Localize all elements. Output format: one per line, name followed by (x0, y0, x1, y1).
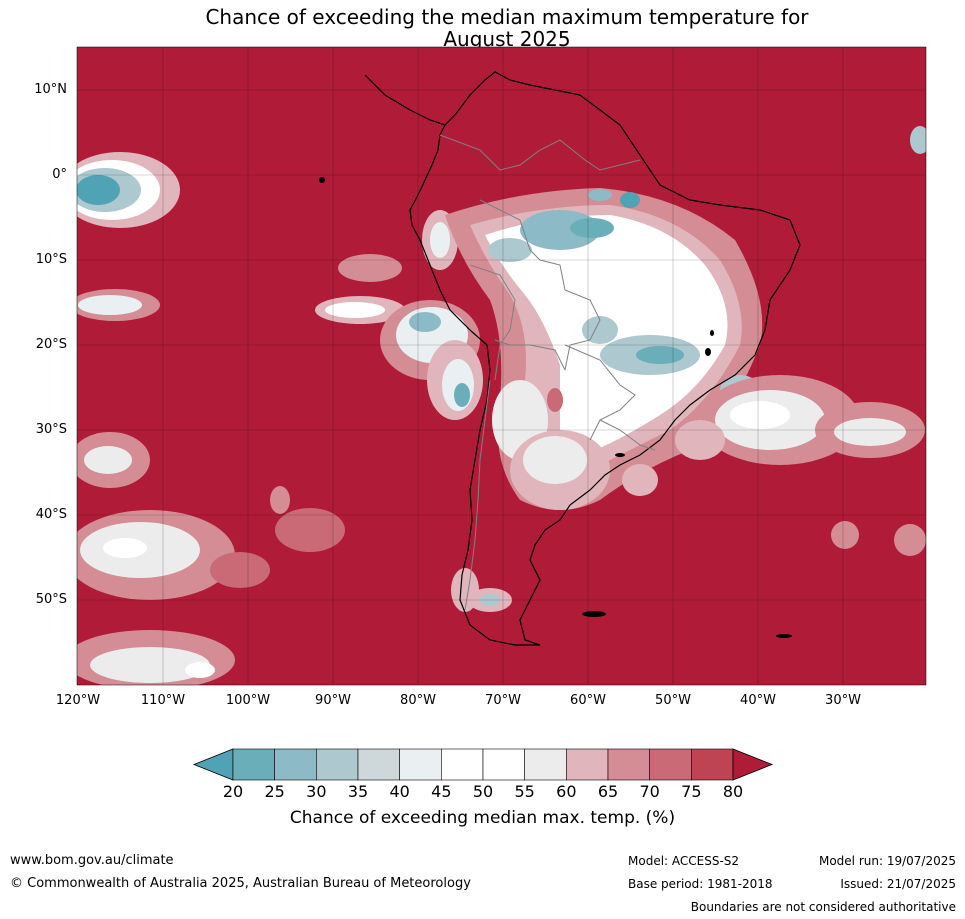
footer-model: Model: ACCESS-S2 (628, 854, 740, 868)
footer-base-period: Base period: 1981-2018 (628, 877, 773, 891)
lon-label: 80°W (400, 693, 436, 708)
islands (319, 177, 792, 638)
colorbar-label: Chance of exceeding median max. temp. (%… (289, 808, 676, 828)
colorbar-swatch (357, 748, 400, 781)
probability-map (76, 46, 927, 686)
footer-model-run: Model run: 19/07/2025 (818, 854, 956, 868)
colorbar-swatch (607, 748, 650, 781)
lat-label: 0° (52, 167, 67, 182)
footer-disclaimer: Boundaries are not considered authoritat… (690, 900, 956, 914)
lon-label: 50°W (655, 693, 691, 708)
lon-label: 120°W (55, 693, 101, 708)
map-frame (76, 46, 927, 686)
patagonia-patch (451, 568, 512, 612)
lat-label: 10°N (34, 82, 67, 97)
colorbar-tick-label: 60 (556, 782, 577, 801)
colorbar-tick-label: 35 (347, 782, 369, 801)
colorbar-tick-label: 75 (681, 782, 702, 801)
colorbar-tick-label: 45 (431, 782, 452, 801)
lat-label: 10°S (35, 252, 67, 267)
colorbar-swatch (566, 748, 609, 781)
map-title-line2: August 2025 (443, 27, 571, 51)
footer-copyright: © Commonwealth of Australia 2025, Austra… (10, 876, 471, 891)
colorbar-tick-label: 30 (306, 782, 327, 801)
colorbar-swatch (274, 748, 317, 781)
footer-issued: Issued: 21/07/2025 (840, 877, 956, 891)
country-borders (439, 134, 656, 611)
pacific-equatorial-patch (77, 152, 180, 228)
colorbar-swatch (316, 748, 359, 781)
colorbar-tick-label: 50 (472, 782, 494, 801)
gridlines (77, 47, 926, 685)
colorbar-tick-label: 80 (722, 782, 744, 801)
colorbar-tick-label: 40 (389, 782, 410, 801)
lon-label: 110°W (140, 693, 186, 708)
colorbar-tick-label: 25 (264, 782, 285, 801)
colorbar-swatch (482, 748, 525, 781)
colorbar-swatch (232, 748, 275, 781)
south-america-coastline (364, 71, 801, 646)
south-pacific-patch (77, 432, 345, 685)
colorbar-tick-label: 55 (514, 782, 535, 801)
colorbar-swatches (192, 748, 774, 781)
map-title-line1: Chance of exceeding the median maximum t… (205, 5, 809, 29)
lon-label: 100°W (225, 693, 271, 708)
lat-label: 30°S (35, 422, 67, 437)
lat-label: 40°S (35, 507, 67, 522)
colorbar-swatch (691, 748, 734, 781)
lon-label: 90°W (315, 693, 351, 708)
colorbar-tick-label: 65 (597, 782, 619, 801)
colorbar-swatch (441, 748, 484, 781)
lon-label: 30°W (825, 693, 861, 708)
footer-url: www.bom.gov.au/climate (10, 853, 174, 868)
pacific-band-patch (77, 210, 483, 420)
south-atlantic-patch (622, 126, 926, 556)
colorbar-tick-label: 20 (222, 782, 244, 801)
colorbar-swatch (649, 748, 692, 781)
lon-label: 40°W (740, 693, 776, 708)
lat-label: 20°S (35, 337, 67, 352)
lat-label: 50°S (35, 592, 67, 607)
lon-label: 60°W (570, 693, 606, 708)
colorbar-tick-label: 70 (639, 782, 660, 801)
colorbar-swatch (524, 748, 567, 781)
colorbar-low-extension (192, 748, 234, 781)
lon-label: 70°W (485, 693, 521, 708)
colorbar-high-extension (732, 748, 774, 781)
colorbar-swatch (399, 748, 442, 781)
